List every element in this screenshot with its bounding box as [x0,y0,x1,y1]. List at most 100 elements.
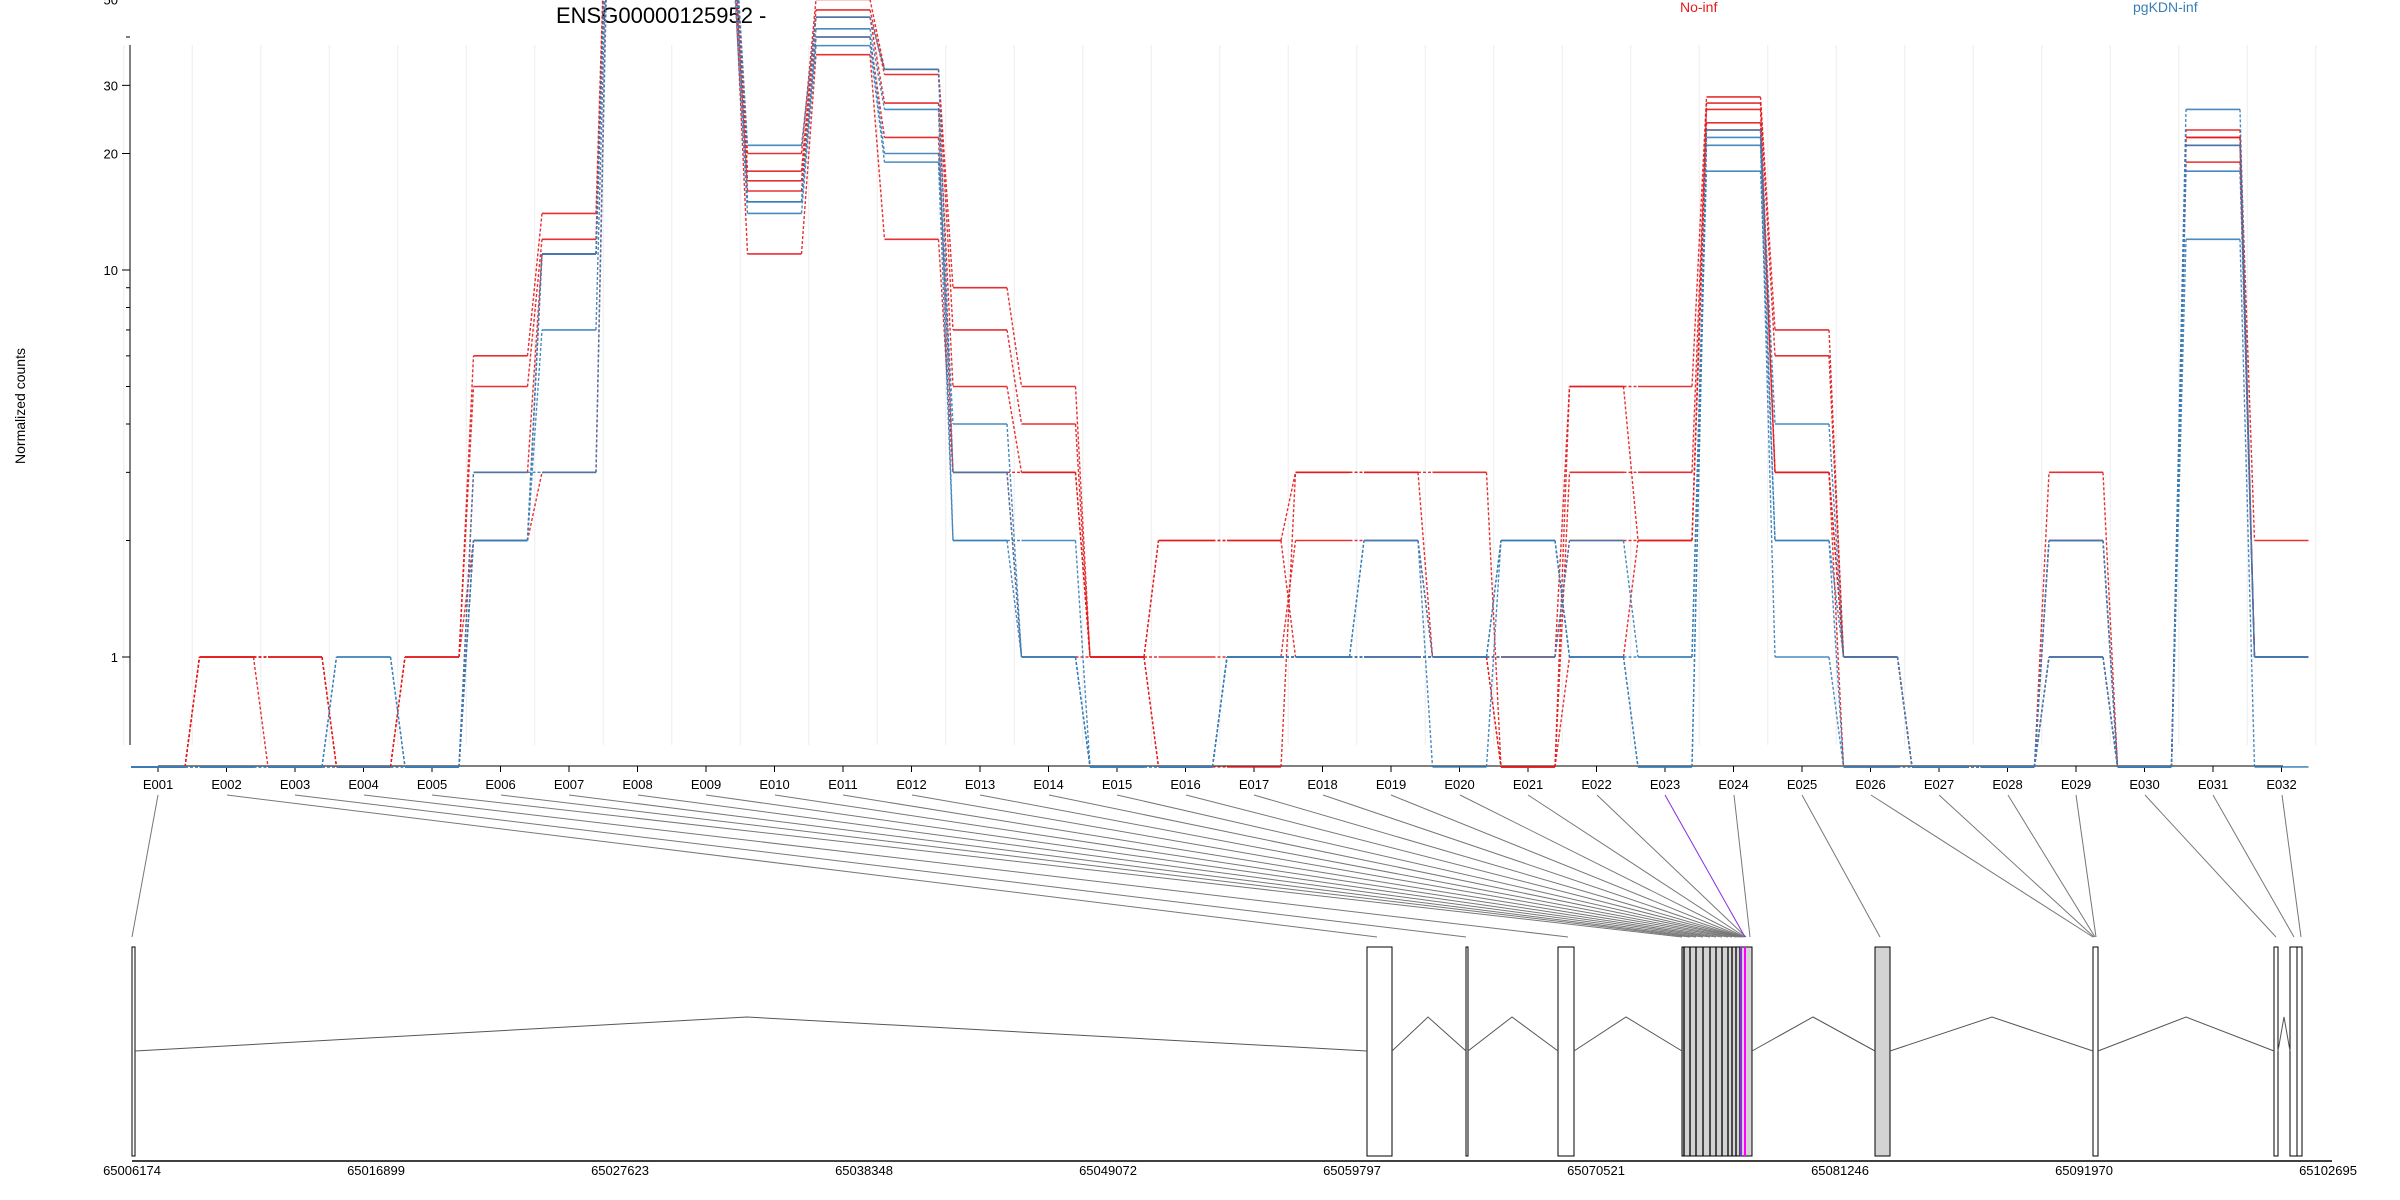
data-connector [1622,656,1639,767]
data-connector [1691,109,1708,473]
data-connector [184,656,201,767]
data-connector [1691,129,1708,541]
intron-line [2277,1016,2291,1052]
genomic-coordinate-label: 65102695 [2299,1163,2357,1178]
exon-connector [226,794,1378,938]
data-connector [595,0,607,473]
data-connector [1554,656,1571,767]
data-connector [1280,472,1297,767]
data-connector [1348,540,1365,658]
data-connector [1828,355,1845,658]
genomic-coordinate-label: 65006174 [103,1163,161,1178]
data-connector [1485,540,1502,658]
data-connector [736,0,749,202]
data-connector [595,0,604,214]
data-connector [1074,656,1091,767]
data-connector [2102,472,2119,767]
exon-connector [705,794,1711,938]
category-gridlines [123,45,2317,745]
data-connector [1622,386,1639,541]
x-tick-label: E018 [1307,777,1337,792]
data-connector [1143,656,1160,767]
data-connector [1691,171,1708,658]
y-tick-label: 30 [104,78,118,93]
genomic-coordinate-label: 65027623 [591,1163,649,1178]
data-connector [2102,540,2119,767]
intron-line [1751,1016,1876,1052]
data-connector [1759,103,1776,356]
data-connector [458,386,475,658]
x-tick-label: E020 [1444,777,1474,792]
intron-line [2097,1016,2275,1052]
exon-connector [1459,794,1745,938]
exon-connector [2075,794,2097,938]
x-tick-label: E032 [2266,777,2296,792]
data-connector [1828,656,1845,767]
data-connector [800,54,817,255]
exon-connector [1390,794,1744,938]
genomic-coordinate-label: 65038348 [835,1163,893,1178]
data-connector [1828,472,1845,658]
data-connector [734,0,749,214]
exon-box [1366,946,1393,1157]
data-connector [1691,145,1708,767]
data-connector [1074,423,1091,658]
x-tick-label: E005 [417,777,447,792]
x-tick-label: E022 [1581,777,1611,792]
data-connector [2033,472,2050,767]
exon-box [1557,946,1575,1157]
data-connector [1828,472,1845,767]
genomic-coordinate-label: 65059797 [1323,1163,1381,1178]
data-connector [869,17,886,70]
data-connector [937,69,954,473]
data-connector [1417,540,1434,767]
exon-connector [2281,794,2302,938]
data-connector [1759,96,1776,330]
exon-connector [1596,794,1747,938]
data-connector [1211,656,1228,767]
data-connector [1074,472,1091,658]
y-tick-label: 10 [104,263,118,278]
data-connector [1828,540,1845,658]
x-tick-label: E027 [1924,777,1954,792]
genomic-coordinate-label: 65091970 [2055,1163,2113,1178]
x-tick-label: E013 [965,777,995,792]
x-tick-label: E009 [691,777,721,792]
data-connector [1074,540,1091,767]
data-connector [2170,239,2187,767]
exon-box [2296,946,2303,1157]
x-tick-label: E025 [1787,777,1817,792]
data-connector [526,253,543,541]
exon-connector [2144,794,2277,938]
y-tick-label: 1 [111,650,118,665]
genomic-coordinate-label: 65081246 [1811,1163,1869,1178]
x-tick-label: E024 [1718,777,1748,792]
data-connector [800,17,817,146]
exon-connector [131,794,159,938]
exon-box [2289,946,2298,1157]
series-pgkdn-inf-9 [131,0,2309,768]
exon-connector [774,794,1717,938]
exon-connector [363,794,1569,938]
data-connector [937,239,954,473]
exon-connector [2212,794,2295,938]
genomic-coordinate-labels: 65006174 65016899 65027623 65038348 65049072… [103,1163,2357,1178]
intron-line [1573,1016,1683,1052]
data-connector [1417,472,1434,658]
exon-connector [1801,794,1881,938]
exon-box [1874,946,1891,1157]
data-connector [526,472,543,541]
data-connector [1759,129,1776,425]
data-connector [1006,329,1023,425]
data-connector [1485,540,1502,767]
data-connector [1554,386,1571,658]
exon-connector [842,794,1723,938]
gene-model [131,946,2303,1157]
chart-title: ENSG00000125952 - [556,3,766,28]
x-tick-label: E011 [828,777,857,792]
y-axis-ticks: 110203050100200 [104,0,130,665]
data-connector [800,36,817,202]
data-connector [1691,96,1708,387]
exon-connector [637,794,1704,938]
intron-line [1467,1016,1559,1052]
